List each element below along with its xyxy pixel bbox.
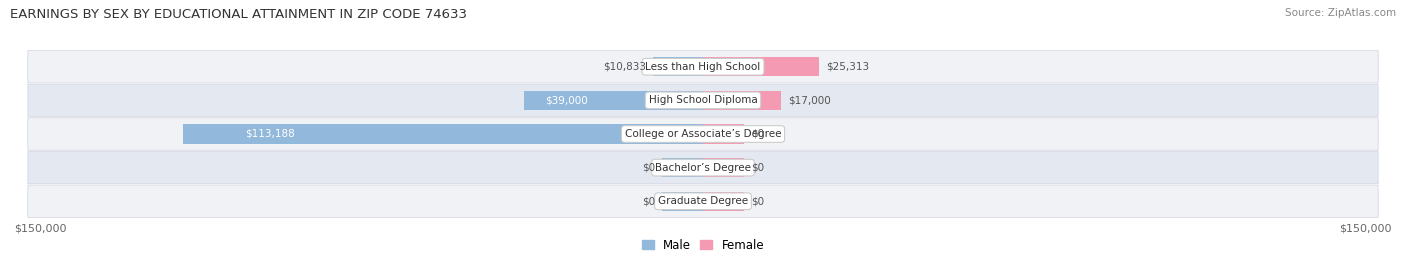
Text: $25,313: $25,313 xyxy=(827,62,869,72)
Bar xyxy=(183,124,703,144)
Bar xyxy=(703,124,744,144)
Bar xyxy=(703,91,782,110)
Bar xyxy=(662,158,703,177)
Text: $0: $0 xyxy=(751,196,765,206)
Text: Graduate Degree: Graduate Degree xyxy=(658,196,748,206)
Bar xyxy=(662,192,703,211)
Bar xyxy=(703,158,744,177)
Text: $150,000: $150,000 xyxy=(14,224,66,234)
Text: $0: $0 xyxy=(751,163,765,173)
Bar xyxy=(703,57,820,76)
FancyBboxPatch shape xyxy=(28,151,1378,184)
Text: $39,000: $39,000 xyxy=(546,95,588,105)
Text: EARNINGS BY SEX BY EDUCATIONAL ATTAINMENT IN ZIP CODE 74633: EARNINGS BY SEX BY EDUCATIONAL ATTAINMEN… xyxy=(10,8,467,21)
Text: Bachelor’s Degree: Bachelor’s Degree xyxy=(655,163,751,173)
Bar xyxy=(703,192,744,211)
Text: College or Associate’s Degree: College or Associate’s Degree xyxy=(624,129,782,139)
Text: $0: $0 xyxy=(751,129,765,139)
Text: $150,000: $150,000 xyxy=(1340,224,1392,234)
Bar xyxy=(524,91,703,110)
Text: Less than High School: Less than High School xyxy=(645,62,761,72)
Legend: Male, Female: Male, Female xyxy=(641,239,765,252)
FancyBboxPatch shape xyxy=(28,185,1378,217)
Text: $10,833: $10,833 xyxy=(603,62,647,72)
Text: High School Diploma: High School Diploma xyxy=(648,95,758,105)
Text: $0: $0 xyxy=(641,196,655,206)
Bar xyxy=(654,57,703,76)
FancyBboxPatch shape xyxy=(28,51,1378,83)
Text: $17,000: $17,000 xyxy=(787,95,831,105)
FancyBboxPatch shape xyxy=(28,118,1378,150)
Text: Source: ZipAtlas.com: Source: ZipAtlas.com xyxy=(1285,8,1396,18)
Text: $0: $0 xyxy=(641,163,655,173)
Text: $113,188: $113,188 xyxy=(246,129,295,139)
FancyBboxPatch shape xyxy=(28,84,1378,117)
